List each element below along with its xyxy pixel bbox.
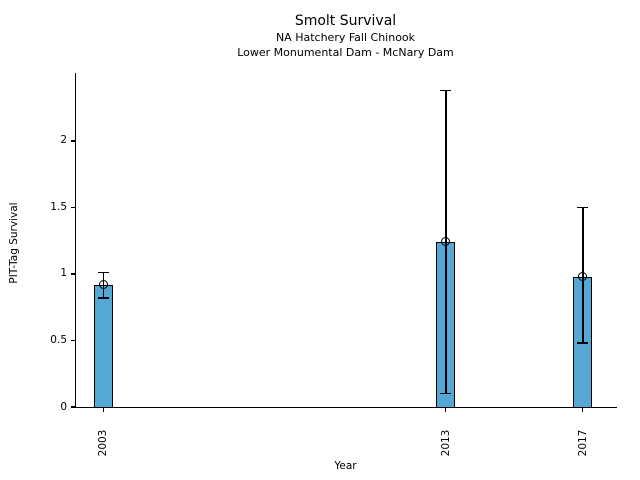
x-axis-tick bbox=[102, 408, 105, 413]
error-bar-cap-top bbox=[97, 271, 109, 274]
data-point-marker bbox=[578, 272, 588, 282]
y-tick-label: 2 bbox=[60, 134, 67, 147]
y-axis-tick bbox=[70, 339, 75, 342]
error-bar-cap-top bbox=[577, 206, 589, 209]
error-bar-cap-top bbox=[440, 89, 452, 92]
y-tick-label: 1.5 bbox=[50, 200, 67, 213]
y-axis-label: PIT-Tag Survival bbox=[8, 202, 20, 284]
x-tick-label: 2017 bbox=[576, 429, 589, 457]
data-point-marker bbox=[441, 237, 451, 247]
x-tick-label: 2013 bbox=[439, 429, 452, 457]
error-bar-cap-bottom bbox=[440, 392, 452, 395]
y-axis-tick bbox=[70, 140, 75, 142]
y-tick-label: 0 bbox=[60, 400, 67, 413]
bar-2003 bbox=[93, 284, 113, 407]
x-axis-tick bbox=[445, 408, 447, 413]
chart-title: Smolt Survival bbox=[294, 13, 397, 29]
x-tick-label: 2003 bbox=[97, 429, 110, 457]
y-tick-label: 0.5 bbox=[50, 333, 67, 346]
plot-area: 0 0.5 1 1.5 2 2003 2013 2017 bbox=[50, 73, 617, 456]
y-axis-tick bbox=[70, 206, 75, 209]
x-axis-tick bbox=[582, 408, 584, 413]
data-point-marker bbox=[98, 280, 108, 290]
error-bar-cap-bottom bbox=[577, 342, 589, 344]
error-bar-cap-bottom bbox=[97, 297, 109, 299]
chart-subtitle-line2: Lower Monumental Dam - McNary Dam bbox=[237, 46, 454, 59]
y-tick-label: 1 bbox=[60, 267, 67, 280]
x-axis-label: Year bbox=[334, 460, 357, 472]
y-axis-tick bbox=[70, 273, 75, 275]
chart-subtitle-line1: NA Hatchery Fall Chinook bbox=[275, 31, 416, 44]
y-axis-tick bbox=[70, 406, 75, 408]
